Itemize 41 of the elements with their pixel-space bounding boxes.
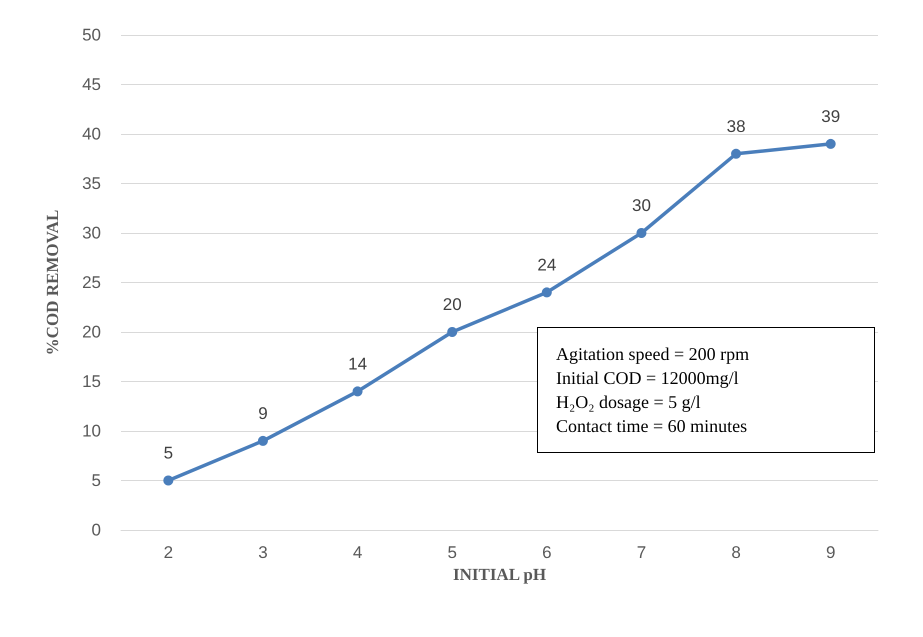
point [352, 386, 363, 396]
data-label: 24 [537, 255, 556, 274]
point [447, 327, 458, 337]
annotation: Contact time = 60 minutes [556, 415, 748, 438]
y-tick-label: 40 [82, 124, 101, 144]
x-tick-label: 2 [164, 543, 174, 562]
x-tick-label: 7 [636, 543, 646, 562]
x-tick-label: 9 [826, 543, 836, 562]
point [258, 436, 268, 446]
y-tick-label: 0 [92, 520, 101, 540]
x-axis-title: INITIAL pH [452, 565, 546, 584]
y-tick-label: 10 [82, 422, 101, 440]
annotation: Agitation speed = 200 rpm [556, 343, 750, 366]
data-label: 20 [442, 295, 462, 314]
annotation: Initial COD = 12000mg/l [556, 367, 740, 390]
point [636, 228, 646, 238]
annotation: H₂O₂ dosage = 5 g/l [556, 391, 702, 414]
point [826, 138, 836, 149]
data-label: 14 [348, 354, 368, 374]
point [163, 476, 174, 486]
y-tick-label: 50 [82, 26, 101, 44]
data-label: 9 [258, 404, 268, 423]
data-label: 30 [632, 196, 651, 215]
y-tick-label: 45 [82, 75, 101, 94]
y-tick-label: 15 [82, 372, 101, 391]
y-tick-label: 35 [82, 174, 101, 193]
point [542, 287, 552, 298]
data-label: 38 [726, 116, 746, 136]
x-tick-label: 6 [542, 543, 552, 562]
y-tick-label: 30 [82, 224, 101, 242]
x-tick-label: 3 [258, 543, 268, 562]
x-tick-label: 4 [352, 543, 362, 562]
point [731, 148, 742, 159]
x-tick-label: 5 [447, 543, 457, 562]
data-label: 5 [164, 444, 174, 462]
data-label: 39 [821, 106, 840, 126]
y-axis-title: %COD REMOVAL [43, 210, 62, 356]
x-tick-label: 8 [731, 543, 741, 562]
y-tick-label: 20 [82, 322, 101, 342]
y-tick-label: 5 [92, 471, 101, 490]
y-tick-label: 25 [82, 273, 101, 292]
